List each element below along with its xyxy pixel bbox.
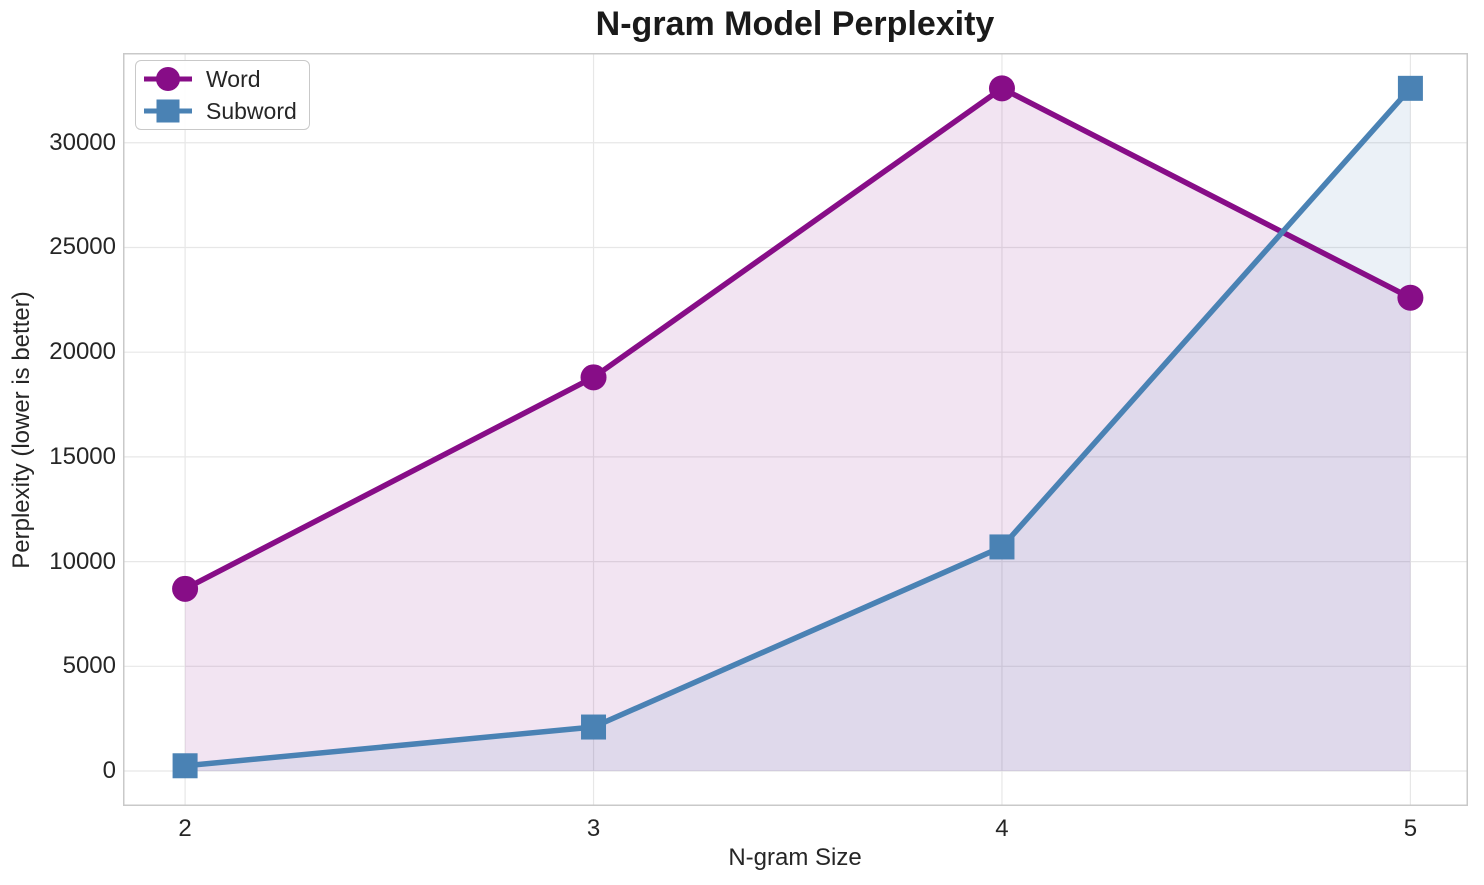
area-fill-subword <box>185 88 1411 772</box>
legend-item-word: Word <box>142 64 309 95</box>
plot-area <box>123 53 1468 806</box>
plot-border <box>123 53 1468 806</box>
x-tick-label: 2 <box>178 815 192 842</box>
y-tick-label: 20000 <box>49 338 116 366</box>
x-tick-label: 4 <box>995 815 1009 842</box>
legend-item-subword: Subword <box>142 96 309 127</box>
y-axis-label: Perplexity (lower is better) <box>8 291 35 569</box>
point-subword-x2 <box>172 753 198 779</box>
point-subword-x5 <box>1397 75 1423 101</box>
legend-marker-subword-square-icon <box>144 99 192 123</box>
y-tick-label: 0 <box>102 757 116 784</box>
legend: Word Subword <box>135 60 310 130</box>
line-subword <box>182 85 1414 769</box>
x-tick-label: 3 <box>586 815 601 842</box>
legend-label-subword: Subword <box>206 97 297 124</box>
point-word-x4 <box>988 75 1015 102</box>
y-tick-label: 10000 <box>49 547 116 575</box>
y-tick-label: 25000 <box>49 233 116 261</box>
x-axis-label: N-gram Size <box>728 844 862 871</box>
y-tick-label: 15000 <box>49 442 116 470</box>
point-word-x5 <box>1397 284 1424 311</box>
legend-label-word: Word <box>206 65 261 92</box>
x-tick-label: 5 <box>1403 815 1418 842</box>
legend-marker-word-circle-icon <box>144 67 192 91</box>
area-fill-word <box>185 88 1411 772</box>
line-word <box>182 85 1414 592</box>
chart-title: N-gram Model Perplexity <box>595 5 995 43</box>
point-word-x2 <box>172 575 199 602</box>
y-tick-label: 5000 <box>62 652 116 680</box>
y-tick-label: 30000 <box>49 128 116 156</box>
point-subword-x4 <box>989 534 1015 560</box>
point-subword-x3 <box>581 714 607 740</box>
point-word-x3 <box>580 364 607 391</box>
